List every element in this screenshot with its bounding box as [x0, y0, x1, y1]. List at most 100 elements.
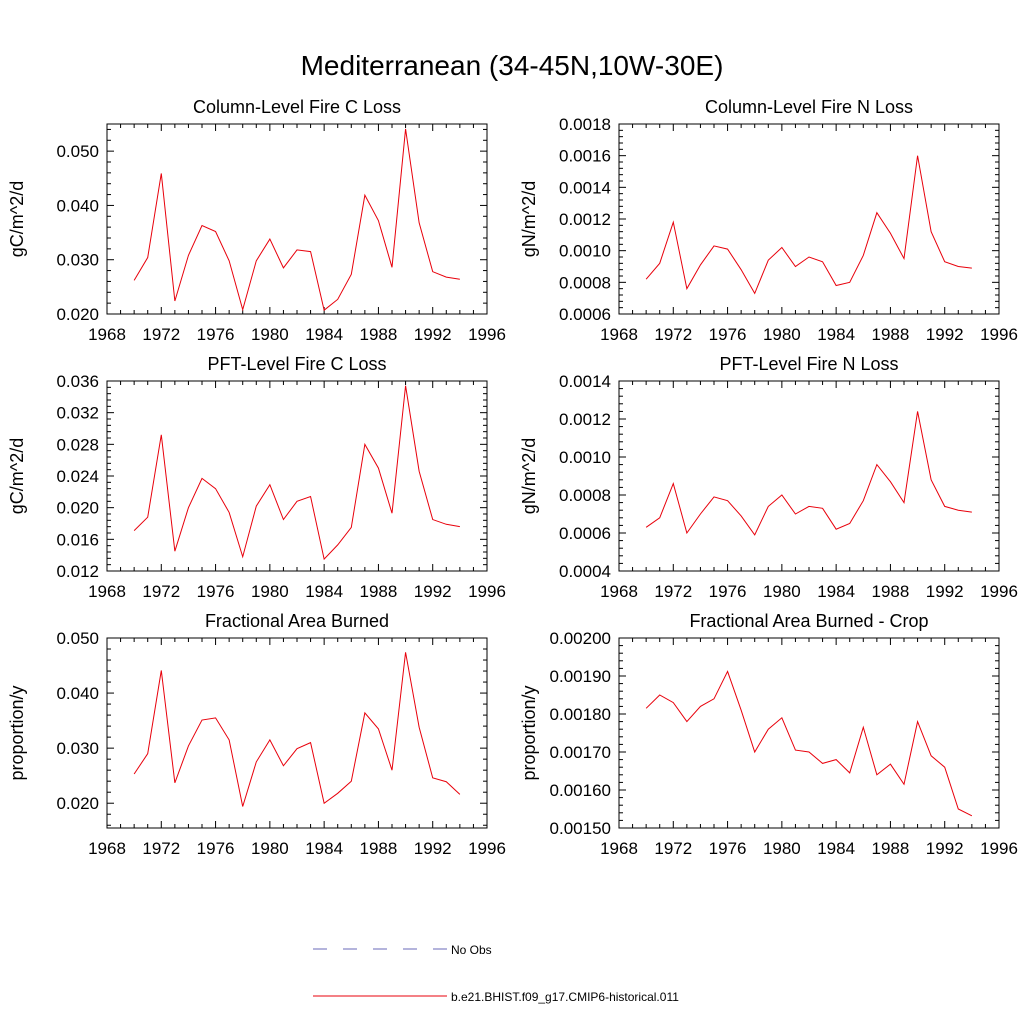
- x-tick-label: 1972: [654, 325, 692, 344]
- x-tick-label: 1988: [360, 582, 398, 601]
- y-tick-label: 0.012: [56, 562, 99, 581]
- y-tick-label: 0.040: [56, 196, 99, 215]
- x-tick-label: 1984: [817, 325, 855, 344]
- x-tick-label: 1976: [197, 325, 235, 344]
- legend: No Obs b.e21.BHIST.f09_g17.CMIP6-historic…: [313, 943, 679, 1004]
- y-tick-label: 0.0010: [559, 242, 611, 261]
- y-axis-label: proportion/y: [519, 685, 539, 780]
- y-tick-label: 0.0008: [559, 273, 611, 292]
- series-line: [645, 155, 972, 295]
- y-tick-label: 0.024: [56, 467, 99, 486]
- y-tick-label: 0.0010: [559, 448, 611, 467]
- y-tick-label: 0.036: [56, 372, 99, 391]
- x-tick-label: 1980: [251, 325, 289, 344]
- plot-frame: [106, 380, 488, 572]
- panel-title: Column-Level Fire C Loss: [193, 97, 401, 117]
- panel-title: PFT-Level Fire C Loss: [207, 354, 386, 374]
- y-tick-label: 0.0012: [559, 210, 611, 229]
- y-tick-label: 0.032: [56, 404, 99, 423]
- y-tick-label: 0.0004: [559, 562, 611, 581]
- chart-panel-4: PFT-Level Fire N Loss gN/m^2/d 1968 1972 197…: [519, 354, 1018, 601]
- y-axis-label: gN/m^2/d: [519, 181, 539, 257]
- x-tick-label: 1980: [251, 582, 289, 601]
- x-tick-label: 1972: [142, 839, 180, 858]
- y-tick-label: 0.0006: [559, 524, 611, 543]
- y-tick-label: 0.00190: [550, 667, 611, 686]
- plot-frame: [106, 637, 488, 829]
- x-tick-label: 1976: [197, 582, 235, 601]
- x-tick-label: 1980: [763, 582, 801, 601]
- y-tick-label: 0.0006: [559, 305, 611, 324]
- x-tick-label: 1968: [88, 839, 126, 858]
- chart-panel-5: Fractional Area Burned proportion/y 1968 19…: [7, 611, 506, 858]
- x-tick-label: 1968: [600, 839, 638, 858]
- y-tick-label: 0.00180: [550, 705, 611, 724]
- y-axis-label: gC/m^2/d: [7, 181, 27, 257]
- plot-frame: [618, 123, 1000, 315]
- y-tick-label: 0.0014: [559, 372, 611, 391]
- x-tick-label: 1980: [763, 839, 801, 858]
- x-tick-label: 1976: [709, 582, 747, 601]
- x-tick-label: 1972: [142, 582, 180, 601]
- series-line: [133, 652, 461, 807]
- x-tick-label: 1972: [654, 582, 692, 601]
- x-tick-label: 1972: [142, 325, 180, 344]
- y-tick-label: 0.020: [56, 794, 99, 813]
- x-tick-label: 1984: [305, 325, 343, 344]
- x-tick-label: 1992: [414, 839, 452, 858]
- x-tick-label: 1992: [926, 325, 964, 344]
- y-tick-label: 0.0016: [559, 147, 611, 166]
- x-tick-label: 1984: [817, 839, 855, 858]
- x-tick-label: 1984: [305, 582, 343, 601]
- y-tick-label: 0.00150: [550, 819, 611, 838]
- x-tick-label: 1988: [872, 839, 910, 858]
- plot-frame: [618, 637, 1000, 829]
- x-tick-label: 1996: [468, 582, 506, 601]
- y-tick-label: 0.050: [56, 142, 99, 161]
- y-tick-label: 0.0012: [559, 410, 611, 429]
- x-tick-label: 1988: [872, 582, 910, 601]
- y-tick-label: 0.0018: [559, 115, 611, 134]
- x-tick-label: 1996: [980, 325, 1018, 344]
- x-tick-label: 1988: [360, 325, 398, 344]
- chart-panel-6: Fractional Area Burned - Crop proportion/…: [519, 611, 1018, 858]
- y-tick-label: 0.00160: [550, 781, 611, 800]
- x-tick-label: 1968: [600, 582, 638, 601]
- y-tick-label: 0.020: [56, 305, 99, 324]
- plot-frame: [618, 380, 1000, 572]
- panel-title: Column-Level Fire N Loss: [705, 97, 913, 117]
- x-tick-label: 1976: [709, 839, 747, 858]
- x-tick-label: 1984: [817, 582, 855, 601]
- x-tick-label: 1992: [414, 325, 452, 344]
- figure-title: Mediterranean (34-45N,10W-30E): [301, 50, 724, 81]
- y-tick-label: 0.050: [56, 629, 99, 648]
- y-tick-label: 0.028: [56, 435, 99, 454]
- panel-title: PFT-Level Fire N Loss: [719, 354, 898, 374]
- y-tick-label: 0.00200: [550, 629, 611, 648]
- series-line: [133, 385, 460, 561]
- series-line: [645, 411, 972, 536]
- x-tick-label: 1996: [980, 839, 1018, 858]
- y-axis-label: gN/m^2/d: [519, 438, 539, 514]
- x-tick-label: 1972: [654, 839, 692, 858]
- x-tick-label: 1992: [414, 582, 452, 601]
- chart-panel-2: Column-Level Fire N Loss gN/m^2/d 1968 1972…: [519, 97, 1018, 344]
- legend-label: b.e21.BHIST.f09_g17.CMIP6-historical.011: [451, 990, 679, 1004]
- panel-title: Fractional Area Burned: [205, 611, 389, 631]
- x-tick-label: 1968: [88, 582, 126, 601]
- x-tick-label: 1996: [980, 582, 1018, 601]
- x-tick-label: 1996: [468, 839, 506, 858]
- panel-title: Fractional Area Burned - Crop: [689, 611, 928, 631]
- y-axis-label: proportion/y: [7, 685, 27, 780]
- y-tick-label: 0.0014: [559, 178, 611, 197]
- y-tick-label: 0.040: [56, 684, 99, 703]
- x-tick-label: 1976: [709, 325, 747, 344]
- y-tick-label: 0.030: [56, 739, 99, 758]
- x-tick-label: 1984: [305, 839, 343, 858]
- x-tick-label: 1968: [88, 325, 126, 344]
- x-tick-label: 1980: [763, 325, 801, 344]
- y-tick-label: 0.020: [56, 499, 99, 518]
- chart-panel-1: Column-Level Fire C Loss gC/m^2/d 1968 1972…: [7, 97, 506, 344]
- x-tick-label: 1992: [926, 582, 964, 601]
